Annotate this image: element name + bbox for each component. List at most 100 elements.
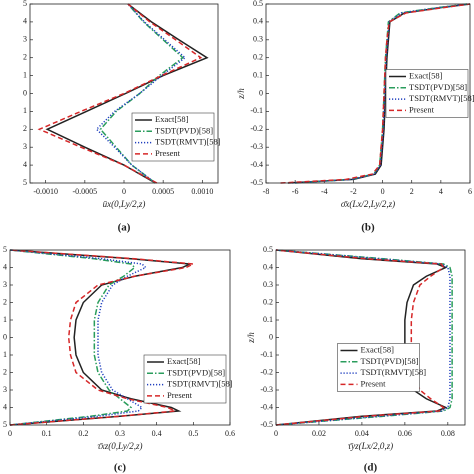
y-tick-label: -0.1: [260, 350, 273, 359]
panel-label: (b): [361, 222, 375, 234]
y-tick-label: 2: [23, 53, 27, 62]
y-tick-label: 1: [3, 350, 7, 359]
x-tick-label: 0: [381, 187, 385, 196]
x-tick-label: 0.06: [398, 429, 412, 438]
y-tick-label: 5: [23, 0, 27, 8]
y-tick-label: 0.2: [263, 297, 273, 306]
y-tick-label: 0.5: [253, 0, 263, 8]
panel: -0.0010 -0.0005 0 0.0005 0.0010 5 4 3 2 1 0 1 2 3 4 5 Ex…: [23, 0, 221, 234]
series-line: [95, 3, 187, 184]
legend-label: Exact[58]: [409, 70, 443, 80]
x-tick-label: 0.08: [441, 429, 455, 438]
y-tick-label: 2: [23, 124, 27, 133]
x-tick-label: 0.0005: [152, 187, 174, 196]
series-line: [9, 249, 136, 426]
series-line: [275, 249, 445, 426]
y-tick-label: 0: [23, 88, 27, 97]
x-tick-label: 0.0010: [191, 187, 213, 196]
series-line: [9, 249, 197, 426]
panel-label: (c): [114, 462, 127, 474]
y-tick-label: 0.3: [253, 35, 263, 44]
y-tick-label: 0.5: [263, 245, 273, 254]
y-tick-label: 3: [3, 280, 7, 289]
y-tick-label: 4: [23, 160, 27, 169]
y-tick-label: 0.4: [263, 262, 273, 271]
y-tick-label: 3: [23, 142, 27, 151]
y-tick-label: 4: [3, 262, 7, 271]
y-tick-label: 0.1: [253, 70, 263, 79]
x-tick-label: -0.0005: [72, 187, 97, 196]
x-tick-label: 2: [410, 187, 414, 196]
legend-label: Present: [155, 148, 181, 158]
y-tick-label: 5: [23, 178, 27, 187]
legend-box: [131, 112, 215, 162]
y-tick-label: 0: [3, 332, 7, 341]
y-tick-label: 0.3: [263, 280, 273, 289]
x-tick-label: -6: [292, 187, 299, 196]
plot-frame: [9, 249, 231, 426]
y-tick-label: -0.2: [260, 367, 273, 376]
y-tick-label: 0.1: [263, 315, 273, 324]
x-tick-label: 6: [468, 187, 472, 196]
x-tick-label: 0: [8, 429, 12, 438]
panel: 0 0.1 0.2 0.3 0.4 0.5 0.654321012345Exact[58]T…: [3, 245, 235, 474]
series-line: [275, 249, 451, 426]
y-tick-label: -0.5: [260, 420, 273, 429]
y-tick-label: 0.2: [253, 53, 263, 62]
y-tick-label: 3: [23, 35, 27, 44]
y-tick-label: 2: [3, 367, 7, 376]
y-tick-label: 1: [23, 106, 27, 115]
y-tick-label: -0.4: [260, 402, 273, 411]
y-tick-label: 4: [23, 17, 27, 26]
y-tick-label: 5: [3, 420, 7, 429]
x-tick-label: -2: [350, 187, 357, 196]
x-tick-label: -4: [321, 187, 328, 196]
series-line: [45, 3, 209, 184]
x-tick-label: 0.3: [115, 429, 125, 438]
legend-label: Exact[58]: [361, 344, 395, 354]
legend-box: [337, 343, 420, 392]
y-tick-label: 0: [259, 88, 263, 97]
legend-label: TSDT(PVD)[58]: [167, 367, 225, 377]
y-tick-label: 1: [23, 70, 27, 79]
x-tick-label: 0.1: [42, 429, 52, 438]
y-tick-label: 4: [3, 402, 7, 411]
y-tick-label: 3: [3, 385, 7, 394]
y-tick-label: -0.1: [250, 106, 263, 115]
panel: 0 0.02 0.04 0.06 0.08 0.5 0.4 0.3 0.2 0.1 0 -0.1 -0.…: [246, 245, 466, 474]
y-tick-label: 0.4: [253, 17, 263, 26]
panel-label: (d): [364, 462, 378, 474]
legend-label: TSDT(PVD)[58]: [155, 125, 213, 135]
panel-label: (a): [118, 222, 131, 234]
series-line: [37, 3, 203, 184]
panel: -8 -6 -4 -2 0 2 4 6 0.5 0.4 0.3 0.2 0.1 0 -0.1 -0.2 -0.3…: [236, 0, 474, 234]
y-tick-label: 5: [3, 245, 7, 254]
y-tick-label: 0: [269, 332, 273, 341]
legend-label: TSDT(RMVT)[58]: [361, 367, 427, 377]
legend-box: [143, 354, 227, 404]
legend-label: Present: [167, 390, 193, 400]
x-tick-label: 0: [122, 187, 126, 196]
series-line: [9, 249, 147, 426]
plot-frame: [275, 249, 466, 426]
x-tick-label: -8: [263, 187, 270, 196]
x-axis-label: τ̄xz(0,Ly/2,z): [98, 441, 143, 451]
series-line: [292, 3, 469, 184]
x-tick-label: 0.04: [355, 429, 369, 438]
y-tick-label: 1: [3, 315, 7, 324]
y-tick-label: -0.2: [250, 124, 263, 133]
x-tick-label: 0.5: [188, 429, 198, 438]
x-tick-label: 0.4: [152, 429, 162, 438]
series-line: [280, 3, 471, 184]
x-axis-label: τ̄yz(Lx/2,0,z): [348, 441, 393, 451]
x-tick-label: 0.6: [225, 429, 235, 438]
y-tick-label: -0.3: [260, 385, 273, 394]
series-line: [9, 249, 193, 426]
series-line: [275, 249, 448, 426]
legend-box: [385, 69, 469, 118]
legend-label: TSDT(RMVT)[58]: [155, 137, 221, 147]
x-tick-label: -0.0010: [33, 187, 58, 196]
series-line: [275, 249, 453, 426]
legend-label: TSDT(PVD)[58]: [409, 82, 467, 92]
y-tick-label: -0.5: [250, 178, 263, 187]
